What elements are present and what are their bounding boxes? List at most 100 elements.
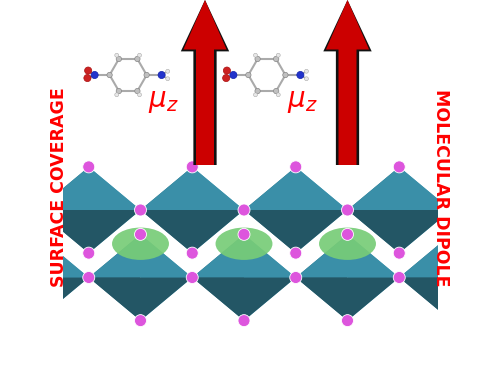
Circle shape [83,247,95,259]
Text: $\mu_z$: $\mu_z$ [287,88,318,115]
Circle shape [84,75,91,82]
Polygon shape [348,234,399,321]
Polygon shape [192,234,244,321]
Polygon shape [399,234,500,278]
Polygon shape [37,210,140,253]
FancyArrow shape [324,0,372,165]
Circle shape [144,72,150,78]
Polygon shape [192,234,296,278]
Circle shape [116,56,121,62]
Ellipse shape [216,228,272,260]
Circle shape [186,161,198,173]
FancyArrow shape [181,0,229,165]
Circle shape [158,71,165,79]
Circle shape [255,88,260,94]
Polygon shape [89,234,192,278]
Circle shape [274,56,279,62]
Polygon shape [296,278,399,321]
Circle shape [107,72,112,78]
Circle shape [83,161,95,173]
Polygon shape [89,278,192,321]
Circle shape [134,204,146,216]
Polygon shape [348,167,451,210]
Circle shape [83,272,95,284]
Circle shape [342,228,353,240]
Text: $\mu_z$: $\mu_z$ [148,88,179,115]
Polygon shape [37,234,89,321]
Polygon shape [451,234,500,321]
Polygon shape [399,278,500,321]
Circle shape [166,77,170,81]
Circle shape [282,72,288,78]
Circle shape [134,56,140,62]
Circle shape [238,315,250,327]
Polygon shape [89,167,141,253]
Polygon shape [296,167,348,253]
Circle shape [297,71,304,79]
Polygon shape [400,167,451,253]
Polygon shape [399,234,451,321]
Circle shape [230,71,237,79]
Circle shape [222,75,230,82]
Circle shape [134,228,146,240]
Polygon shape [296,234,348,321]
Polygon shape [244,210,348,253]
Circle shape [238,228,250,240]
Polygon shape [296,234,399,278]
Polygon shape [244,234,296,321]
Circle shape [134,315,146,327]
Circle shape [274,88,279,94]
FancyArrow shape [184,0,226,165]
Polygon shape [140,234,192,321]
Text: SURFACE COVERAGE: SURFACE COVERAGE [50,88,68,287]
Polygon shape [37,167,140,210]
Circle shape [290,247,302,259]
Circle shape [290,272,302,284]
Circle shape [255,56,260,62]
Circle shape [138,93,141,97]
Polygon shape [244,167,296,253]
Polygon shape [192,278,296,321]
Circle shape [342,315,353,327]
Circle shape [246,72,251,78]
Polygon shape [244,167,348,210]
Circle shape [84,67,91,74]
Circle shape [238,204,250,216]
Circle shape [186,247,198,259]
Circle shape [116,88,121,94]
Circle shape [393,161,405,173]
Circle shape [290,161,302,173]
Circle shape [115,93,118,97]
Circle shape [304,69,308,73]
Circle shape [304,77,308,81]
Circle shape [91,71,98,79]
Circle shape [276,53,280,57]
Circle shape [186,272,198,284]
Polygon shape [140,167,244,210]
Circle shape [342,204,353,216]
Circle shape [224,67,230,74]
Ellipse shape [319,228,376,260]
Polygon shape [192,167,244,253]
Circle shape [393,272,405,284]
Circle shape [254,93,258,97]
Polygon shape [140,167,192,253]
Polygon shape [0,278,89,321]
Polygon shape [89,234,141,321]
Polygon shape [0,234,89,278]
FancyArrow shape [326,0,369,165]
Circle shape [393,247,405,259]
Ellipse shape [112,228,169,260]
Circle shape [138,53,141,57]
Circle shape [115,53,118,57]
Circle shape [276,93,280,97]
Circle shape [166,69,170,73]
Polygon shape [140,210,244,253]
Text: MOLECULAR DIPOLE: MOLECULAR DIPOLE [432,89,450,286]
Polygon shape [348,210,451,253]
Polygon shape [37,167,89,253]
Polygon shape [348,167,400,253]
Circle shape [134,88,140,94]
Polygon shape [0,234,37,321]
Circle shape [254,53,258,57]
